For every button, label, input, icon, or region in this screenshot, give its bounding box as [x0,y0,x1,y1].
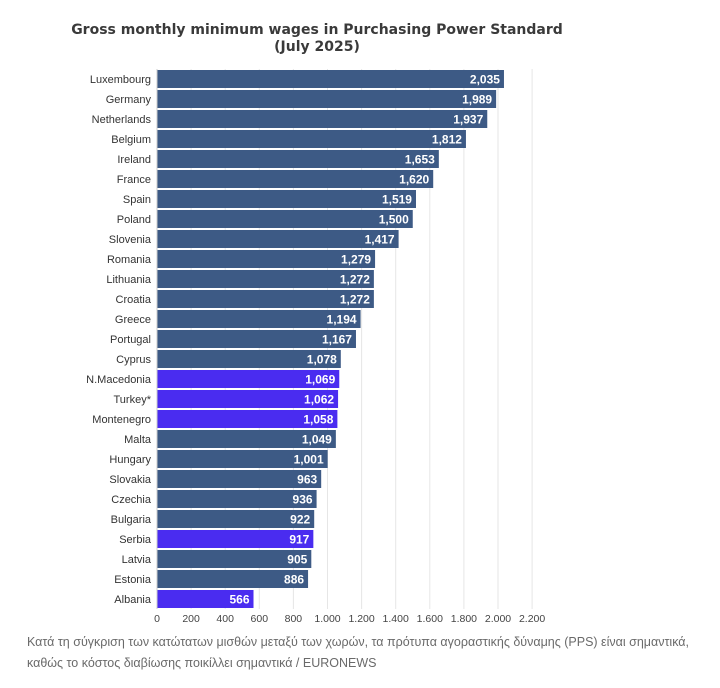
category-label: Serbia [119,534,152,546]
category-label: Slovenia [109,234,152,246]
category-label: Netherlands [92,114,152,126]
value-label: 1,500 [379,213,409,227]
chart-title-text: Gross monthly minimum wages in Purchasin… [71,22,563,38]
category-label: Poland [117,214,151,226]
image-caption: Κατά τη σύγκριση των κατώτατων μισθών με… [27,635,689,670]
value-label: 1,279 [341,253,371,267]
bar-ireland [157,150,439,168]
bar-croatia [157,290,374,308]
chart-title: Gross monthly minimum wages in Purchasin… [0,22,634,56]
bar-poland [157,210,413,228]
bar-portugal [157,330,356,348]
value-label: 922 [290,513,310,527]
value-label: 1,062 [304,393,334,407]
category-label: Estonia [114,574,152,586]
category-label: Belgium [111,134,151,146]
bar-serbia [157,530,314,548]
x-tick-label: 200 [182,613,200,625]
x-tick-label: 1.400 [383,613,409,625]
bar-bulgaria [157,510,315,528]
x-tick-label: 1.000 [314,613,340,625]
x-tick-label: 2.200 [519,613,545,625]
category-label: Romania [107,254,152,266]
category-label: Lithuania [106,274,152,286]
value-label: 1,272 [340,293,370,307]
value-label: 936 [293,493,313,507]
chart-subtitle: (July 2025) [274,39,360,55]
bar-slovenia [157,230,399,248]
value-label: 566 [229,593,249,607]
category-label: Turkey* [114,394,152,406]
category-label: Greece [115,314,151,326]
bar-romania [157,250,376,268]
value-label: 1,272 [340,273,370,287]
bar-turkey- [157,390,339,408]
value-label: 1,812 [432,133,462,147]
value-label: 1,078 [307,353,337,367]
bar-france [157,170,434,188]
value-label: 1,989 [462,93,492,107]
category-label: Cyprus [116,354,151,366]
value-label: 905 [287,553,307,567]
bar-malta [157,430,336,448]
bar-montenegro [157,410,338,428]
value-label: 1,937 [453,113,483,127]
category-label: Croatia [116,294,152,306]
category-label: Bulgaria [111,514,152,526]
x-tick-label: 800 [285,613,303,625]
bar-lithuania [157,270,374,288]
category-label: Ireland [117,154,151,166]
value-label: 1,194 [327,313,357,327]
category-label: France [117,174,151,186]
value-label: 1,058 [303,413,333,427]
category-label: Malta [124,434,152,446]
bar-latvia [157,550,312,568]
value-label: 963 [297,473,317,487]
bar-greece [157,310,361,328]
value-label: 1,653 [405,153,435,167]
category-label: N.Macedonia [86,374,152,386]
x-tick-label: 1.600 [417,613,443,625]
category-label: Portugal [110,334,151,346]
value-label: 886 [284,573,304,587]
category-label: Spain [123,194,151,206]
category-label: Luxembourg [90,74,151,86]
value-label: 1,001 [294,453,324,467]
x-tick-label: 0 [154,613,160,625]
x-tick-label: 400 [216,613,234,625]
bar-czechia [157,490,317,508]
value-label: 2,035 [470,73,500,87]
category-label: Hungary [109,454,151,466]
bar-luxembourg [157,70,504,88]
bar-cyprus [157,350,341,368]
x-tick-label: 1.200 [348,613,374,625]
bar-chart: Luxembourg 2,035 Germany 1,989 Netherlands 1,… [86,69,545,625]
value-label: 1,519 [382,193,412,207]
x-tick-label: 600 [251,613,269,625]
category-label: Montenegro [92,414,151,426]
value-label: 917 [289,533,309,547]
category-label: Germany [106,94,152,106]
value-label: 1,069 [305,373,335,387]
value-label: 1,049 [302,433,332,447]
category-label: Czechia [111,494,152,506]
bar-netherlands [157,110,488,128]
category-label: Slovakia [109,474,151,486]
x-tick-label: 2.000 [485,613,511,625]
value-label: 1,417 [365,233,395,247]
bar-albania [157,590,254,608]
bar-belgium [157,130,466,148]
bar-hungary [157,450,328,468]
bar-germany [157,90,497,108]
bar-slovakia [157,470,322,488]
x-tick-label: 1.800 [451,613,477,625]
category-label: Latvia [122,554,152,566]
value-label: 1,167 [322,333,352,347]
bar-spain [157,190,416,208]
bar-estonia [157,570,309,588]
value-label: 1,620 [399,173,429,187]
bar-n-macedonia [157,370,340,388]
category-label: Albania [114,594,152,606]
